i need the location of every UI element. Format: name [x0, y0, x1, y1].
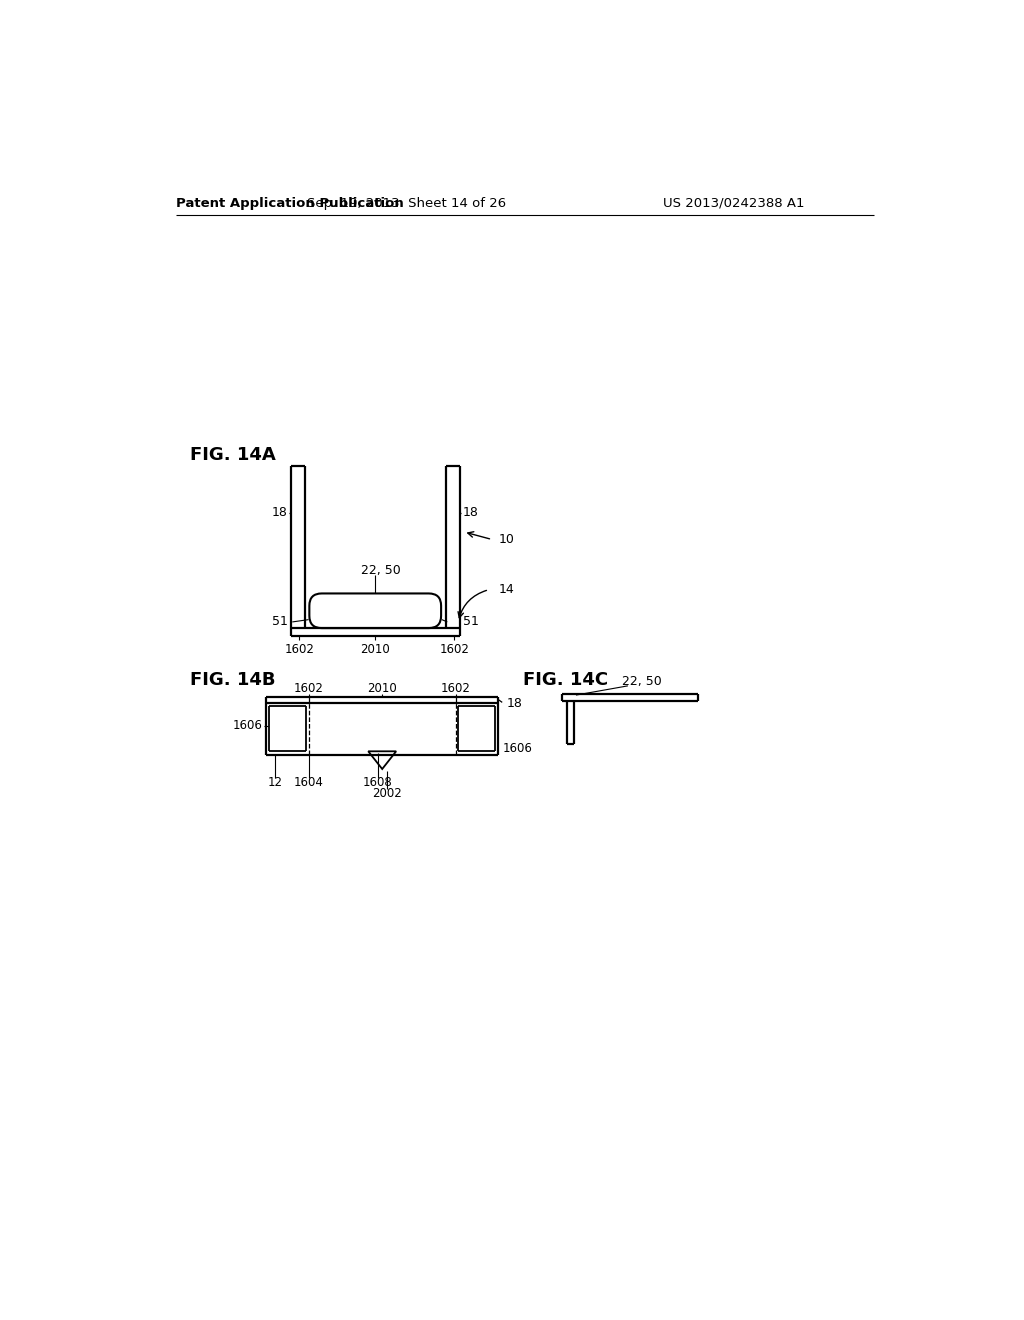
Text: 1602: 1602 — [294, 681, 324, 694]
Text: 51: 51 — [463, 615, 478, 628]
Text: 12: 12 — [267, 776, 283, 789]
Text: 1606: 1606 — [232, 719, 262, 733]
Text: 1602: 1602 — [441, 681, 471, 694]
Text: 18: 18 — [271, 506, 288, 519]
Text: 2010: 2010 — [360, 643, 390, 656]
Text: 1602: 1602 — [285, 643, 314, 656]
Text: 18: 18 — [463, 506, 478, 519]
Text: 1606: 1606 — [503, 742, 532, 755]
Text: FIG. 14B: FIG. 14B — [190, 672, 275, 689]
Text: FIG. 14C: FIG. 14C — [523, 672, 608, 689]
Text: 1604: 1604 — [294, 776, 324, 789]
Text: 10: 10 — [499, 533, 514, 546]
Text: 51: 51 — [271, 615, 288, 628]
Text: 2010: 2010 — [368, 681, 397, 694]
Text: 22, 50: 22, 50 — [361, 564, 401, 577]
Text: US 2013/0242388 A1: US 2013/0242388 A1 — [663, 197, 804, 210]
Text: Sep. 19, 2013  Sheet 14 of 26: Sep. 19, 2013 Sheet 14 of 26 — [307, 197, 507, 210]
Text: 2002: 2002 — [372, 787, 401, 800]
Text: 18: 18 — [506, 697, 522, 710]
Text: 1608: 1608 — [362, 776, 392, 789]
Text: Patent Application Publication: Patent Application Publication — [176, 197, 403, 210]
Text: 22, 50: 22, 50 — [622, 675, 662, 688]
Text: FIG. 14A: FIG. 14A — [190, 446, 275, 463]
Text: 1602: 1602 — [439, 643, 469, 656]
Text: 14: 14 — [499, 583, 514, 597]
